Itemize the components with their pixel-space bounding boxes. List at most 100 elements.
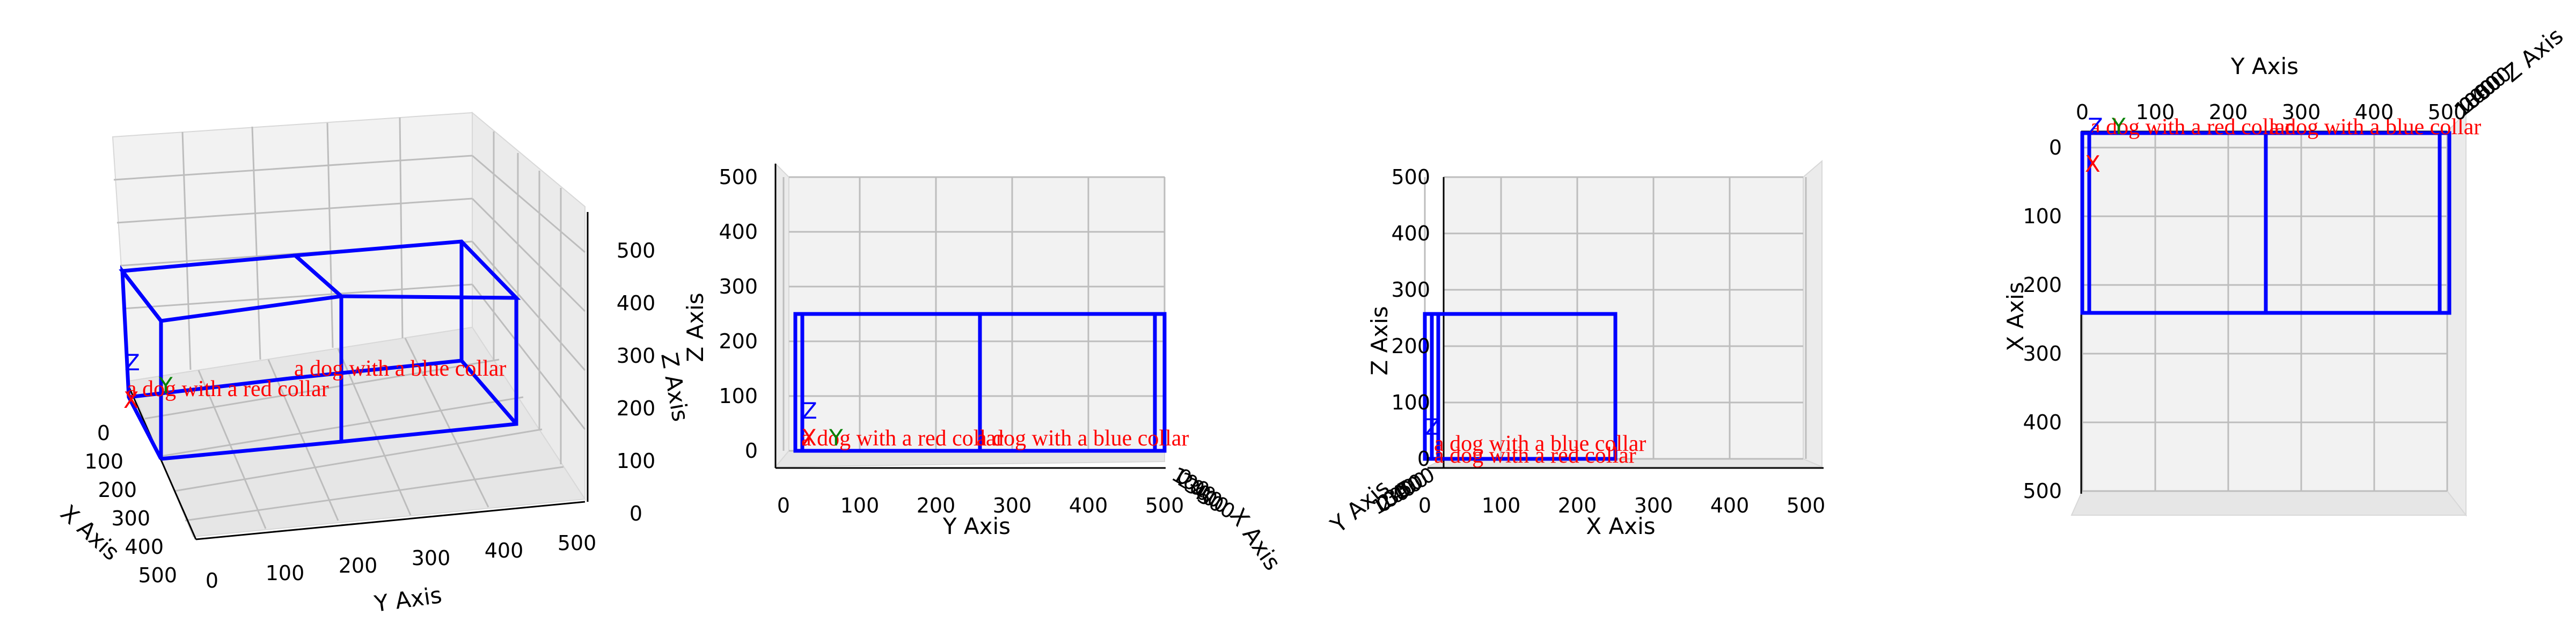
grid-line xyxy=(116,197,473,224)
y-tick-label: 500 xyxy=(558,531,597,555)
y-tick-label: 100 xyxy=(266,561,305,585)
y-tick-label: 0 xyxy=(206,569,218,592)
x-tick-label: 0 xyxy=(97,421,110,445)
z-tick-label: 200 xyxy=(719,330,758,353)
annotation-blue-collar: a dog with a blue collar xyxy=(294,356,506,381)
z-axis-label: Z Axis xyxy=(1366,306,1393,375)
origin-marker-x: X xyxy=(2085,151,2101,177)
z-tick-label: 300 xyxy=(1391,278,1430,302)
y-tick-label: 0 xyxy=(777,494,790,517)
z-tick-label: 400 xyxy=(719,220,758,244)
x-tick-label: 300 xyxy=(111,507,150,530)
y-tick-labels: 0 100 200 300 400 500 xyxy=(777,494,1184,517)
panel-top: a dog with a red collar a dog with a blu… xyxy=(2002,23,2568,517)
annotation-blue-collar: a dog with a blue collar xyxy=(2269,115,2481,140)
x-tick-labels: 0 100 200 300 400 500 xyxy=(1418,494,1825,517)
z-tick-label: 100 xyxy=(719,384,758,408)
z-tick-label: 400 xyxy=(1391,222,1430,245)
x-tick-label: 0 xyxy=(1418,494,1431,517)
y-tick-label: 500 xyxy=(1145,494,1184,517)
x-axis-line xyxy=(128,386,197,540)
x-tick-label: 200 xyxy=(98,478,137,502)
x-tick-label: 200 xyxy=(1558,494,1597,517)
z-tick-label: 0 xyxy=(1417,447,1430,471)
pane-floor xyxy=(774,450,1165,468)
z-axis-label: Z Axis xyxy=(2498,23,2568,87)
grid-line xyxy=(471,284,586,430)
z-tick-label: 0 xyxy=(745,439,758,463)
x-tick-label: 500 xyxy=(1787,494,1826,517)
grid-line xyxy=(326,122,334,348)
pane-back xyxy=(1443,177,1804,459)
box-red-collar xyxy=(1430,312,1618,461)
y-tick-label: 0 xyxy=(2076,100,2089,124)
x-tick-label: 400 xyxy=(1710,494,1750,517)
z-tick-label: 300 xyxy=(719,275,758,298)
z-tick-label: 500 xyxy=(719,165,758,189)
y-tick-label: 100 xyxy=(840,494,880,517)
grid-line xyxy=(174,428,543,492)
panel-side-gridlines xyxy=(1424,176,1807,460)
panel-top-boxes xyxy=(2080,131,2451,315)
origin-marker-y: Y xyxy=(2111,113,2126,140)
x-tick-label: 100 xyxy=(84,450,123,473)
origin-marker-z: Z xyxy=(2088,113,2103,140)
x-axis-label: X Axis xyxy=(2002,282,2029,351)
annotation-red-collar: a dog with a red collar xyxy=(127,377,329,401)
x-tick-label: 300 xyxy=(1634,494,1673,517)
grid-line xyxy=(144,358,500,420)
origin-marker-y: Y xyxy=(158,372,173,399)
panel-side-boxes xyxy=(1423,312,1618,461)
y-axis-label: Y Axis xyxy=(372,582,444,617)
z-tick-label: 100 xyxy=(1391,391,1430,414)
z-tick-label: 400 xyxy=(617,291,656,315)
z-tick-label: 200 xyxy=(617,397,656,420)
y-tick-label: 400 xyxy=(2355,100,2394,124)
grid-line xyxy=(113,155,473,181)
panel-perspective: a dog with a blue collar a dog with a re… xyxy=(55,111,694,617)
x-tick-label: 100 xyxy=(2023,204,2062,228)
y-tick-label: 400 xyxy=(485,539,524,562)
x-tick-labels: 0 100 200 300 400 500 xyxy=(84,421,177,587)
z-tick-label: 0 xyxy=(630,502,642,525)
box-blue-collar xyxy=(2264,131,2451,315)
y-tick-label: 200 xyxy=(2209,100,2248,124)
z-tick-labels: 0 100 200 300 400 500 xyxy=(1391,165,1430,471)
y-axis-label: Y Axis xyxy=(942,513,1011,539)
annotation-red-collar: a dog with a red collar xyxy=(801,426,1004,451)
pane-floor xyxy=(2070,491,2468,516)
y-tick-label: 500 xyxy=(2428,100,2467,124)
x-tick-label: 200 xyxy=(2023,273,2062,297)
y-tick-label: 300 xyxy=(2282,100,2321,124)
z-axis-label: Z Axis xyxy=(682,292,708,362)
grid-line xyxy=(471,197,586,312)
grid-line xyxy=(471,241,586,371)
x-axis-label: X Axis xyxy=(1586,513,1655,539)
panel-front-boxes xyxy=(793,312,1167,453)
y-tick-label: 200 xyxy=(339,554,378,577)
x-tick-label: 400 xyxy=(2023,411,2062,434)
z-tick-label: 100 xyxy=(617,449,656,473)
y-tick-label: 300 xyxy=(412,546,451,570)
grid-line xyxy=(123,283,473,310)
x-tick-label: 500 xyxy=(138,564,177,587)
grid-line xyxy=(337,348,412,516)
y-tick-labels: 0 100 200 300 400 500 xyxy=(2076,100,2467,124)
origin-marker-z: Z xyxy=(1425,414,1440,440)
annotation-blue-collar: a dog with a blue collar xyxy=(1434,431,1646,456)
y-axis-label: Y Axis xyxy=(2230,53,2299,79)
box-blue-collar xyxy=(978,312,1167,453)
grid-line xyxy=(185,466,564,522)
origin-marker-z: Z xyxy=(802,398,817,424)
x-tick-label: 400 xyxy=(125,535,164,559)
grid-line xyxy=(399,117,404,339)
panel-front: a dog with a red collar a dog with a blu… xyxy=(682,162,1286,575)
y-tick-label: 100 xyxy=(2136,100,2175,124)
grid-line xyxy=(181,131,192,370)
x-tick-label: 300 xyxy=(2023,342,2062,365)
pane-side xyxy=(775,162,789,469)
origin-marker-z: Z xyxy=(125,349,140,376)
x-tick-label: 100 xyxy=(1482,494,1521,517)
panel-side: a dog with a blue collar a dog with a re… xyxy=(1325,159,1825,539)
